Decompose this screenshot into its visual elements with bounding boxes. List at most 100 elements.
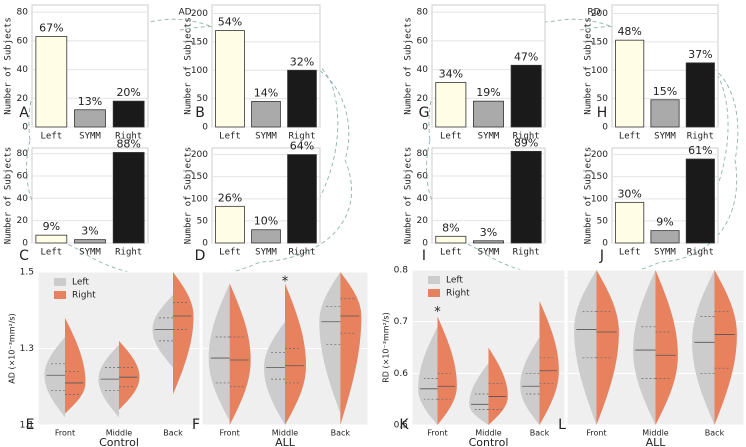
x-tick-label: Front (427, 429, 447, 438)
violin-half (714, 270, 737, 425)
y-tick-label: 50 (597, 216, 609, 226)
panel-letter: J (599, 248, 604, 264)
percent-label: 9% (656, 216, 673, 229)
x-tick-label: Middle (106, 429, 133, 438)
bar (473, 100, 504, 128)
x-group-label: ALL (275, 436, 296, 447)
percent-label: 3% (81, 225, 98, 238)
x-tick-label: Left (619, 248, 641, 258)
legend-label: Left (446, 276, 463, 286)
y-tick-label: 20 (17, 216, 29, 226)
bar (35, 36, 68, 128)
legend-label: Left (72, 278, 89, 288)
y-tick-label: 20 (17, 94, 29, 104)
y-axis-label: Number of Subjects (184, 17, 194, 115)
y-axis-label: Number of Subjects (404, 17, 414, 115)
bar (251, 101, 281, 128)
y-tick-label: 150 (591, 172, 608, 182)
x-tick-label: Left (40, 248, 62, 258)
y-axis-label: RD (×10⁻³mm²/s) (382, 312, 391, 382)
bar (74, 109, 106, 128)
violin-half (263, 321, 285, 425)
violin-half (229, 283, 251, 425)
y-tick-label: 1.5 (20, 268, 34, 278)
x-tick-label: Right (687, 132, 714, 142)
percent-label: 48% (617, 25, 641, 38)
violin-half (437, 316, 457, 425)
legend-swatch (428, 276, 440, 284)
percent-label: 64% (290, 140, 314, 153)
x-tick-label: Right (115, 248, 142, 258)
y-tick-label: 100 (591, 66, 608, 76)
x-tick-label: Left (219, 132, 241, 142)
percent-label: 26% (218, 191, 242, 204)
bar (287, 154, 317, 244)
bar (685, 62, 715, 128)
y-tick-label: 200 (591, 150, 608, 160)
x-group-label: ALL (646, 436, 667, 447)
percent-label: 47% (514, 50, 538, 63)
violin-half (319, 272, 341, 414)
x-tick-label: Right (288, 248, 315, 258)
x-tick-label: SYMM (255, 132, 277, 142)
y-tick-label: 50 (197, 94, 209, 104)
violin-half (633, 270, 656, 425)
y-tick-label: 100 (191, 194, 208, 204)
legend-label: Right (72, 291, 96, 301)
panel-letter: I (422, 248, 426, 264)
x-tick-label: SYMM (255, 248, 277, 258)
violin-half (539, 301, 559, 425)
x-tick-label: Back (705, 429, 725, 438)
x-tick-label: Back (163, 429, 183, 438)
panel-letter: C (19, 248, 29, 264)
bar (510, 64, 542, 128)
violin-half (285, 283, 307, 425)
x-tick-label: Front (586, 429, 606, 438)
y-tick-label: 0.8 (394, 266, 409, 276)
violin-half (340, 272, 362, 425)
percent-label: 30% (617, 187, 641, 200)
x-tick-label: Right (687, 248, 714, 258)
x-tick-label: SYMM (654, 132, 676, 142)
y-axis-label: Number of Subjects (4, 147, 14, 245)
y-tick-label: 20 (417, 216, 429, 226)
y-tick-label: 60 (17, 36, 29, 46)
x-tick-label: SYMM (654, 248, 676, 258)
x-tick-label: Right (513, 132, 540, 142)
y-axis-label: Number of Subjects (584, 147, 594, 245)
y-tick-label: 0 (422, 123, 428, 133)
y-tick-label: 1.1 (20, 421, 34, 431)
x-tick-label: Back (331, 429, 351, 438)
x-tick-label: SYMM (79, 248, 101, 258)
x-tick-label: Right (513, 248, 540, 258)
y-tick-label: 0 (202, 123, 208, 133)
panel-letter: A (19, 105, 29, 121)
percent-label: 61% (688, 144, 712, 157)
y-tick-label: 60 (417, 36, 429, 46)
panel-heading: RD (587, 8, 600, 18)
y-tick-label: 0.6 (394, 369, 409, 379)
y-tick-label: 40 (417, 194, 429, 204)
y-tick-label: 40 (417, 65, 429, 75)
y-tick-label: 80 (417, 8, 429, 18)
y-tick-label: 0 (422, 239, 428, 249)
x-tick-label: SYMM (79, 132, 101, 142)
violin-half (692, 270, 715, 425)
bar (650, 230, 680, 244)
percent-label: 37% (688, 48, 712, 61)
bar (215, 30, 245, 128)
y-tick-label: 0.5 (394, 421, 408, 431)
percent-label: 20% (116, 86, 140, 99)
percent-label: 32% (290, 55, 314, 68)
violin-half (208, 283, 230, 422)
y-axis-label: Number of Subjects (184, 147, 194, 245)
percent-label: 14% (254, 86, 278, 99)
percent-label: 54% (218, 16, 242, 29)
y-tick-label: 0.7 (394, 317, 408, 327)
x-tick-label: Middle (642, 429, 669, 438)
x-tick-label: Front (220, 429, 240, 438)
violin-half (574, 270, 597, 425)
panel-letter: B (195, 105, 205, 121)
violin-half (44, 337, 65, 418)
